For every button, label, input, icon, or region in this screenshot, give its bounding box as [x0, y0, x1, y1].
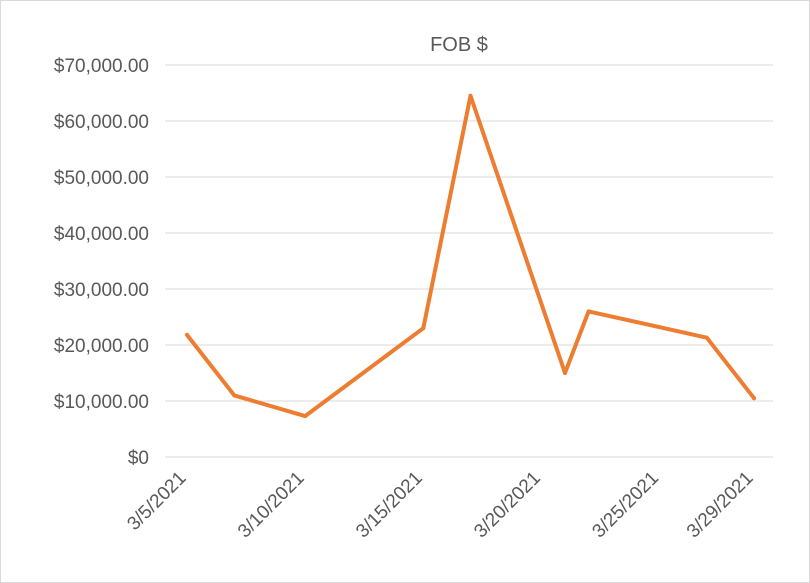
x-tick-label: 3/29/2021	[683, 468, 758, 543]
series-line	[185, 93, 756, 419]
x-tick-label: 3/10/2021	[234, 468, 309, 543]
y-tick-label: $10,000.00	[54, 392, 149, 413]
x-axis-tick-labels: 3/5/2021 3/10/2021 3/15/2021 3/20/2021 3/25/…	[123, 468, 757, 543]
y-tick-label: $70,000.00	[54, 56, 149, 77]
y-tick-label: $60,000.00	[54, 112, 149, 133]
x-tick-label: 3/15/2021	[352, 468, 427, 543]
x-tick-label: 3/25/2021	[588, 468, 663, 543]
chart-title: FOB $	[430, 34, 488, 56]
data-point	[563, 371, 567, 375]
data-point	[586, 309, 591, 314]
y-tick-label: $40,000.00	[54, 224, 149, 245]
data-point	[232, 393, 237, 398]
y-tick-label: $0	[128, 448, 149, 469]
data-point	[421, 326, 426, 331]
y-tick-label: $20,000.00	[54, 336, 149, 357]
data-point	[752, 396, 756, 401]
x-tick-label: 3/5/2021	[123, 468, 190, 535]
y-tick-label: $50,000.00	[54, 168, 149, 189]
series-group	[185, 93, 756, 419]
data-point	[468, 93, 473, 98]
data-point	[185, 332, 189, 337]
data-point	[704, 335, 709, 340]
data-point	[303, 414, 308, 419]
y-axis-tick-labels: $0 $10,000.00 $20,000.00 $30,000.00 $40,000.…	[54, 56, 149, 469]
x-tick-label: 3/20/2021	[470, 468, 545, 543]
y-tick-label: $30,000.00	[54, 280, 149, 301]
gridlines	[165, 64, 773, 458]
